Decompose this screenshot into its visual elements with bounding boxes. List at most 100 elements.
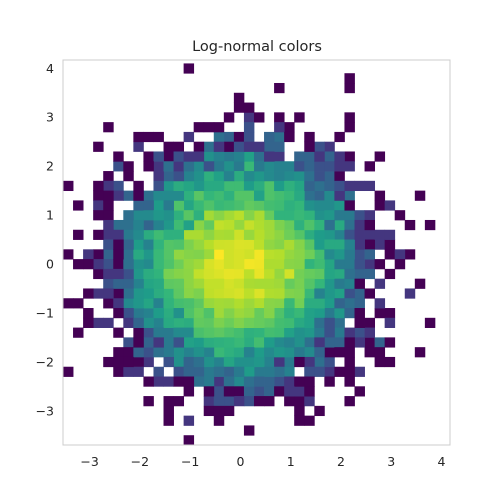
heatmap-cell: [304, 190, 315, 201]
heatmap-cell: [324, 337, 335, 348]
heatmap-cell: [294, 356, 305, 368]
heatmap-cell: [304, 396, 315, 407]
heatmap-cell: [113, 288, 124, 299]
heatmap-cell: [103, 259, 114, 270]
heatmap-cell: [243, 102, 255, 113]
heatmap-cell: [93, 288, 104, 299]
heatmap-cell: [203, 396, 215, 407]
heatmap-cell: [314, 308, 325, 319]
heatmap-cell: [133, 141, 144, 152]
heatmap-cell: [193, 200, 205, 211]
heatmap-cell: [294, 415, 305, 426]
heatmap-cell: [113, 259, 124, 270]
heatmap-cell: [173, 229, 185, 240]
heatmap-cell: [163, 239, 174, 250]
heatmap-cell: [324, 308, 335, 319]
heatmap-cell: [113, 249, 124, 260]
heatmap-cell: [284, 161, 295, 172]
heatmap-cell: [163, 249, 174, 260]
heatmap-cell: [284, 327, 295, 338]
heatmap-cell: [133, 308, 144, 319]
heatmap-cell: [324, 151, 335, 162]
heatmap-cell: [133, 317, 144, 328]
heatmap-cell: [324, 259, 335, 270]
heatmap-cell: [193, 219, 205, 231]
heatmap-cell: [133, 249, 144, 260]
heatmap-cell: [153, 151, 164, 162]
heatmap-cell: [354, 308, 365, 319]
heatmap-cell: [334, 151, 345, 162]
heatmap-cell: [123, 171, 134, 182]
heatmap-cell: [213, 366, 225, 377]
heatmap-cell: [354, 210, 365, 221]
heatmap-cell: [304, 308, 315, 319]
heatmap-cell: [183, 415, 195, 426]
heatmap-cell: [264, 180, 275, 192]
y-tick-label: 2: [46, 159, 54, 174]
heatmap-cell: [253, 210, 265, 221]
heatmap-cell: [233, 210, 245, 221]
heatmap-cell: [364, 219, 376, 231]
heatmap-cell: [193, 327, 205, 338]
heatmap-cell: [193, 239, 205, 250]
heatmap-cell: [103, 229, 114, 240]
heatmap-cell: [344, 161, 355, 172]
heatmap-cell: [213, 210, 225, 221]
heatmap-cell: [203, 356, 215, 368]
heatmap-cell: [284, 317, 295, 328]
heatmap-cell: [153, 180, 164, 192]
heatmap-cell: [274, 161, 285, 172]
heatmap-cell: [223, 259, 235, 270]
heatmap-cell: [354, 259, 365, 270]
heatmap-cell: [264, 317, 275, 328]
heatmap-cell: [213, 151, 225, 162]
heatmap-cell: [223, 337, 235, 348]
heatmap-cell: [394, 259, 406, 270]
heatmap-cell: [163, 347, 174, 358]
heatmap-cell: [223, 180, 235, 192]
heatmap-cell: [133, 268, 144, 280]
heatmap-cell: [83, 249, 94, 260]
heatmap-cell: [133, 190, 144, 201]
heatmap-cell: [294, 278, 305, 289]
heatmap-cell: [223, 219, 235, 231]
heatmap-cell: [213, 396, 225, 407]
heatmap-cell: [203, 337, 215, 348]
x-tick-label: −1: [181, 454, 199, 469]
heatmap-cell: [153, 219, 164, 231]
heatmap-cell: [354, 249, 365, 260]
heatmap-cell: [253, 190, 265, 201]
heatmap-cell: [153, 239, 164, 250]
heatmap-cell: [173, 190, 185, 201]
heatmap-cell: [203, 249, 215, 260]
heatmap-cell: [294, 112, 305, 123]
heatmap-cell: [414, 278, 426, 289]
heatmap-cell: [183, 249, 195, 260]
heatmap-cell: [344, 268, 355, 280]
heatmap-cell: [243, 308, 255, 319]
heatmap-cell: [243, 151, 255, 162]
heatmap-cell: [344, 73, 355, 84]
heatmap-cell: [233, 171, 245, 182]
heatmap-cell: [233, 298, 245, 309]
heatmap-cell: [163, 219, 174, 231]
heatmap-cell: [274, 317, 285, 328]
heatmap-cell: [294, 171, 305, 182]
heatmap-cell: [233, 386, 245, 397]
heatmap-cell: [153, 308, 164, 319]
heatmap-cell: [304, 219, 315, 231]
heatmap-cell: [143, 298, 154, 309]
heatmap-cell: [173, 239, 185, 250]
heatmap-cell: [284, 268, 295, 280]
heatmap-cell: [143, 268, 154, 280]
heatmap-cell: [274, 278, 285, 289]
heatmap-cell: [143, 219, 154, 231]
heatmap-cell: [203, 405, 215, 417]
heatmap-cell: [284, 239, 295, 250]
heatmap-cell: [213, 298, 225, 309]
heatmap-cell: [93, 268, 104, 280]
heatmap-cell: [243, 337, 255, 348]
heatmap-cell: [324, 180, 335, 192]
heatmap-cell: [203, 327, 215, 338]
heatmap-cell: [183, 131, 195, 143]
